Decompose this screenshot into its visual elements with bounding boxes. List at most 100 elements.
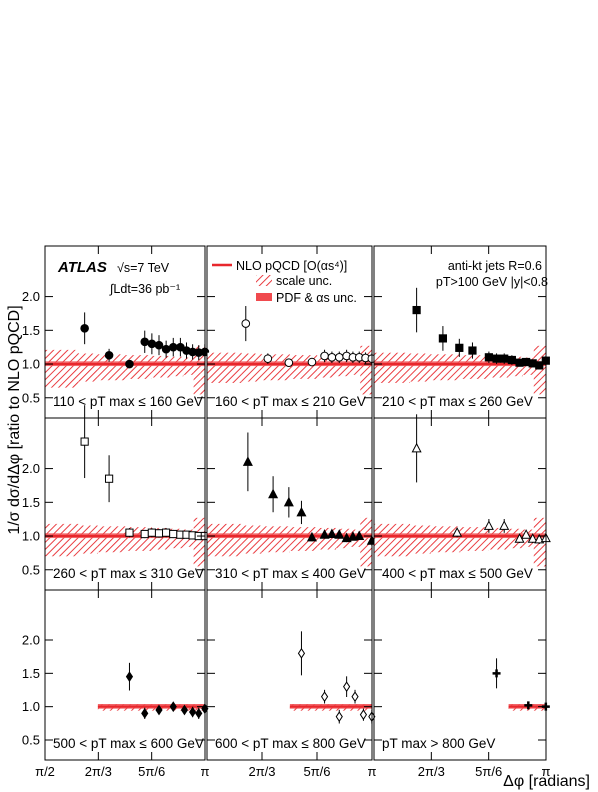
jet-algorithm-label: anti-kt jets R=0.6 <box>448 259 542 273</box>
scale-band-segment <box>241 525 262 554</box>
data-point <box>168 342 178 352</box>
atlas-label: ATLAS <box>57 259 107 276</box>
y-tick-label: 2.0 <box>22 289 40 304</box>
x-tick-label: π <box>368 764 377 779</box>
pt-range-label: 210 < pT max ≤ 260 GeV <box>382 394 533 409</box>
scale-band-segment <box>44 523 79 557</box>
panel-4: 310 < pT max ≤ 400 GeV <box>206 417 377 591</box>
data-point <box>125 528 134 537</box>
legend-pdf-swatch <box>256 293 272 301</box>
legend-pdf-label: PDF & αs unc. <box>276 291 357 305</box>
y-tick-label: 1.0 <box>22 529 40 544</box>
data-point <box>452 527 463 537</box>
x-tick-label: 5π/6 <box>303 764 330 779</box>
x-tick-label: π <box>542 764 551 779</box>
scale-band-segment <box>541 517 546 567</box>
data-point <box>319 529 330 539</box>
data-point <box>140 337 150 347</box>
data-point <box>455 343 464 352</box>
data-point <box>306 531 317 542</box>
data-point <box>161 344 171 354</box>
data-point <box>320 351 329 361</box>
scale-band-segment <box>261 526 290 553</box>
scale-band-segment <box>44 349 79 388</box>
scale-band-segment <box>360 345 368 395</box>
data-point <box>521 529 532 539</box>
scale-band-segment <box>97 526 126 553</box>
pt-range-label: 500 < pT max ≤ 600 GeV <box>53 736 204 751</box>
data-point <box>334 529 345 539</box>
scale-band-segment <box>367 345 372 395</box>
data-point <box>147 528 156 537</box>
legend-nlo-label: NLO pQCD [O(αs⁴)] <box>236 259 347 273</box>
scale-band-segment <box>193 345 201 395</box>
panel-0: 110 < pT max ≤ 160 GeV <box>44 245 210 419</box>
scale-band-segment <box>200 345 205 395</box>
data-point <box>483 520 494 530</box>
y-tick-label: 2.0 <box>22 633 40 648</box>
data-point <box>326 528 337 539</box>
scale-band-segment <box>460 527 489 551</box>
data-point <box>169 529 178 539</box>
data-point <box>104 350 114 360</box>
scale-band-segment <box>78 525 98 554</box>
data-point <box>104 474 114 483</box>
scale-band-segment <box>206 523 242 557</box>
panel-8: pT max > 800 GeV <box>373 589 550 761</box>
scale-band-segment <box>151 355 171 378</box>
data-point <box>534 533 545 544</box>
data-point <box>241 319 251 328</box>
pt-range-label: 400 < pT max ≤ 500 GeV <box>382 566 533 581</box>
data-point <box>125 359 134 369</box>
selection-label: pT>100 GeV |y|<0.8 <box>436 275 548 289</box>
scale-band-segment <box>349 357 361 375</box>
data-point <box>347 531 358 541</box>
data-point <box>147 339 157 349</box>
panel-3: 260 < pT max ≤ 310 GeV <box>44 405 209 591</box>
panel-frame <box>44 589 206 761</box>
legend-scale-swatch <box>256 275 272 286</box>
lumi-label: ∫Ldt=36 pb⁻¹ <box>109 282 180 296</box>
scale-band-segment <box>460 355 489 379</box>
data-point <box>484 353 493 362</box>
pt-range-label: 160 < pT max ≤ 210 GeV <box>215 394 366 409</box>
data-point <box>327 352 337 362</box>
y-tick-label: 1.5 <box>22 666 40 681</box>
scale-band-segment <box>373 523 411 557</box>
x-tick-label: π/2 <box>35 764 55 779</box>
y-tick-label: 2.0 <box>22 461 40 476</box>
data-point <box>180 704 189 716</box>
data-point <box>492 354 501 363</box>
data-point <box>307 357 317 367</box>
y-tick-label: 1.0 <box>22 699 40 714</box>
scale-band-segment <box>410 353 431 382</box>
y-tick-label: 0.5 <box>22 390 40 405</box>
x-tick-label: 2π/3 <box>418 764 445 779</box>
data-point <box>162 528 171 537</box>
data-point <box>320 691 329 703</box>
pt-range-label: 260 < pT max ≤ 310 GeV <box>53 566 204 581</box>
panel-1: 160 < pT max ≤ 210 GeV <box>206 245 377 419</box>
scale-band-segment <box>410 525 431 554</box>
scale-band-segment <box>183 357 194 375</box>
data-point <box>507 355 516 365</box>
data-point <box>492 669 501 678</box>
data-point <box>500 354 509 363</box>
y-tick-label: 1.0 <box>22 357 40 372</box>
x-tick-label: 5π/6 <box>138 764 165 779</box>
scale-band-segment <box>78 353 98 382</box>
x-tick-label: π <box>201 764 210 779</box>
x-tick-label: 2π/3 <box>85 764 112 779</box>
data-point <box>141 707 149 719</box>
y-axis-label: 1/σ dσ/dΔφ [ratio to NLO pQCD] <box>6 305 23 534</box>
data-point <box>296 506 307 517</box>
panel-7: 600 < pT max ≤ 800 GeV <box>206 589 376 761</box>
scale-band-segment <box>533 345 542 395</box>
data-point <box>169 701 177 713</box>
pt-range-label: 600 < pT max ≤ 800 GeV <box>215 736 366 751</box>
scale-band-segment <box>206 352 242 383</box>
data-point <box>412 305 421 315</box>
data-point <box>283 496 294 507</box>
data-point <box>354 530 365 541</box>
pt-range-label: 310 < pT max ≤ 400 GeV <box>215 566 366 581</box>
